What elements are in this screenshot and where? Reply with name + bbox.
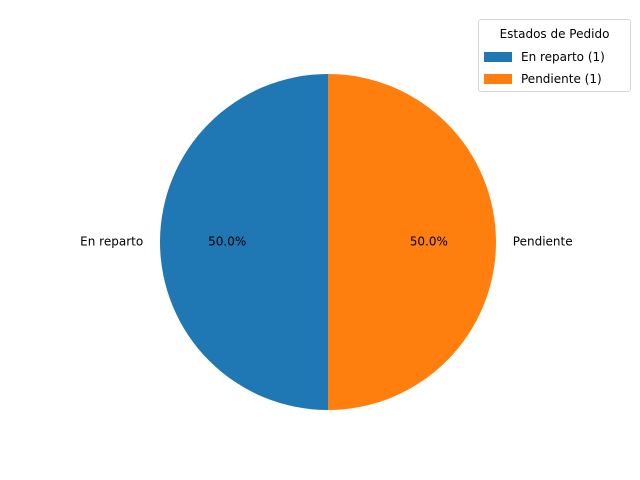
legend: Estados de Pedido En reparto (1) Pendien…	[478, 19, 631, 92]
legend-label-pendiente: Pendiente (1)	[521, 71, 602, 86]
legend-swatch-pendiente	[484, 73, 512, 84]
legend-item-pendiente: Pendiente (1)	[484, 71, 602, 86]
legend-item-en-reparto: En reparto (1)	[484, 49, 605, 64]
slice-percent-pendiente: 50.0%	[410, 235, 448, 249]
slice-percent-en-reparto: 50.0%	[208, 235, 246, 249]
slice-label-pendiente: Pendiente	[513, 235, 573, 249]
legend-title: Estados de Pedido	[499, 27, 610, 41]
pie-slice-en-reparto	[160, 74, 328, 410]
legend-label-en-reparto: En reparto (1)	[521, 49, 605, 64]
pie-labels: En reparto 50.0% Pendiente 50.0%	[80, 235, 572, 249]
pie-slice-pendiente	[328, 74, 496, 410]
legend-swatch-en-reparto	[484, 51, 512, 62]
slice-label-en-reparto: En reparto	[80, 235, 143, 249]
pie-slices	[160, 74, 496, 410]
